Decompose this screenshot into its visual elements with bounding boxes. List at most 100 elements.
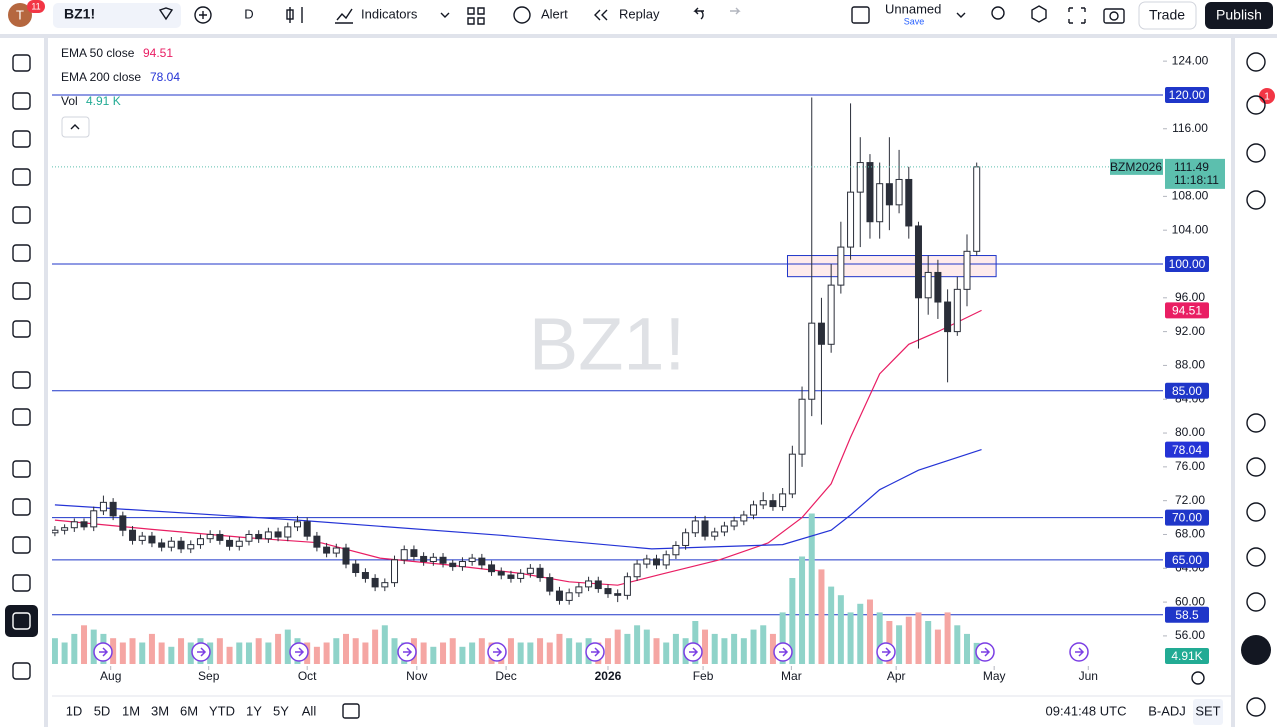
apps-icon[interactable] xyxy=(1241,635,1271,665)
range-button[interactable]: 1Y xyxy=(246,703,262,718)
tool-icon[interactable] xyxy=(12,282,31,300)
tool-icon[interactable] xyxy=(12,574,31,592)
range-button[interactable]: 5Y xyxy=(273,703,289,718)
range-button[interactable]: 5D xyxy=(94,703,111,718)
tool-icon[interactable] xyxy=(12,662,31,680)
volume-bar xyxy=(915,612,922,664)
tool-icon[interactable] xyxy=(12,371,31,389)
interval[interactable]: D xyxy=(244,6,253,21)
indicators-icon[interactable] xyxy=(335,8,353,24)
alert-icon[interactable] xyxy=(513,6,531,24)
candle-body xyxy=(381,582,389,588)
tool-icon[interactable] xyxy=(12,498,31,516)
panel-icon[interactable] xyxy=(1246,52,1266,72)
tool-icon[interactable] xyxy=(12,612,31,630)
candle-body xyxy=(119,515,127,531)
publish-button[interactable] xyxy=(1205,2,1273,29)
candle-body xyxy=(924,271,932,299)
volume-bar xyxy=(333,638,340,664)
alert-button[interactable]: Alert xyxy=(541,6,568,21)
symbol[interactable]: BZ1! xyxy=(64,6,95,22)
candle-body xyxy=(856,162,864,193)
tool-icon[interactable] xyxy=(12,536,31,554)
ema-line xyxy=(54,309,982,586)
snapshot-icon[interactable] xyxy=(1103,8,1125,24)
range-button[interactable]: 3M xyxy=(151,703,169,718)
candle-body xyxy=(769,500,777,508)
replay-icon[interactable] xyxy=(594,9,608,21)
undo-icon[interactable] xyxy=(693,7,704,20)
panel-icon[interactable] xyxy=(1246,143,1266,163)
redo-icon[interactable] xyxy=(730,7,741,15)
tool-icon[interactable] xyxy=(12,54,31,72)
candle-body xyxy=(507,574,515,579)
tool-icon[interactable] xyxy=(12,460,31,478)
range-button[interactable]: 6M xyxy=(180,703,198,718)
symbol-flag-icon[interactable] xyxy=(158,7,174,21)
layouts-icon[interactable] xyxy=(467,7,485,25)
tool-icon[interactable] xyxy=(12,244,31,262)
volume-badge xyxy=(1165,648,1209,664)
volume-bar xyxy=(614,629,621,664)
session-toggle[interactable]: SET xyxy=(1195,703,1220,718)
y-tick-label: 76.00 xyxy=(1175,459,1205,473)
date-range-icon[interactable] xyxy=(342,703,360,719)
volume-bar xyxy=(449,638,456,664)
range-button[interactable]: All xyxy=(302,703,317,718)
tool-icon[interactable] xyxy=(12,320,31,338)
axis-settings-icon[interactable] xyxy=(1191,671,1205,685)
panel-icon[interactable] xyxy=(1246,190,1266,210)
replay-button[interactable]: Replay xyxy=(619,6,660,21)
tool-icon[interactable] xyxy=(12,92,31,110)
indicators-button[interactable]: Indicators xyxy=(361,6,418,21)
chevron[interactable] xyxy=(440,12,450,18)
trade-button[interactable] xyxy=(1138,1,1197,30)
panel-icon[interactable] xyxy=(1246,502,1266,522)
add-symbol-icon[interactable] xyxy=(194,6,212,24)
volume-bar xyxy=(168,646,175,664)
layout-name[interactable]: Unnamed xyxy=(885,1,941,16)
panel-icon[interactable] xyxy=(1246,547,1266,567)
panel-icon[interactable] xyxy=(1246,457,1266,477)
y-tick-label: 92.00 xyxy=(1175,324,1205,338)
publish-label[interactable]: Publish xyxy=(1216,7,1262,23)
adjust-toggle[interactable]: B-ADJ xyxy=(1148,703,1186,718)
y-tick-label: 68.00 xyxy=(1175,527,1205,541)
panel-icon[interactable] xyxy=(1246,413,1266,433)
settings-icon[interactable] xyxy=(1031,5,1047,23)
tool-icon[interactable] xyxy=(12,168,31,186)
candle-body xyxy=(342,547,350,565)
symbol-badge-label: BZM2026 xyxy=(1110,160,1162,174)
symbol-search[interactable] xyxy=(53,3,181,28)
save-label[interactable]: Save xyxy=(904,16,925,26)
plus xyxy=(199,11,207,19)
range-button[interactable]: 1D xyxy=(66,703,83,718)
event-arrow xyxy=(403,647,413,657)
candle-body xyxy=(963,250,971,290)
fullscreen-icon[interactable] xyxy=(1068,7,1086,24)
range-button[interactable]: YTD xyxy=(209,703,235,718)
candle-body xyxy=(458,561,466,568)
tool-icon[interactable] xyxy=(12,408,31,426)
candle-body xyxy=(158,542,166,548)
volume-bar xyxy=(866,599,873,664)
candle-body xyxy=(711,531,719,537)
chevron[interactable] xyxy=(956,12,966,18)
trade-label[interactable]: Trade xyxy=(1149,7,1185,23)
quick-search-icon[interactable] xyxy=(991,6,1005,20)
range-button[interactable]: 1M xyxy=(122,703,140,718)
volume-bar xyxy=(546,642,553,664)
level-label: 85.00 xyxy=(1172,384,1202,398)
tool-icon[interactable] xyxy=(12,206,31,224)
layout-checkbox[interactable] xyxy=(851,6,870,24)
tool-icon[interactable] xyxy=(12,130,31,148)
panel-icon[interactable] xyxy=(1246,592,1266,612)
panel-icon[interactable] xyxy=(1246,697,1266,717)
event-arrow xyxy=(295,647,305,657)
candle-body xyxy=(914,225,922,299)
collapse-legend[interactable] xyxy=(61,116,90,138)
volume-bar xyxy=(711,633,718,664)
volume-bar xyxy=(440,642,447,664)
panel-icon[interactable] xyxy=(1246,95,1266,115)
avatar[interactable] xyxy=(8,3,32,27)
